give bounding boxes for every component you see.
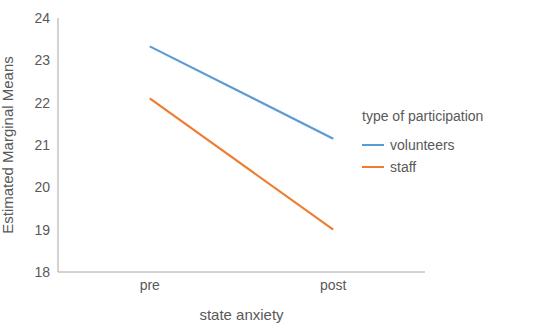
- svg-text:18: 18: [34, 264, 50, 280]
- html-text:volunteers: volunteers: [390, 137, 455, 153]
- svg-text:21: 21: [34, 137, 50, 153]
- html-text:staff: staff: [390, 159, 417, 175]
- svg-text:Estimated Marginal Means: Estimated Marginal Means: [8, 56, 16, 234]
- svg-text:state anxiety: state anxiety: [199, 306, 284, 323]
- svg-text:pre: pre: [140, 277, 160, 293]
- html-text:type of participation: type of participation: [362, 108, 484, 124]
- svg-text:post: post: [320, 277, 347, 293]
- svg-text:24: 24: [34, 10, 50, 26]
- svg-text:23: 23: [34, 52, 50, 68]
- svg-text:22: 22: [34, 95, 50, 111]
- svg-text:19: 19: [34, 222, 50, 238]
- svg-text:20: 20: [34, 179, 50, 195]
